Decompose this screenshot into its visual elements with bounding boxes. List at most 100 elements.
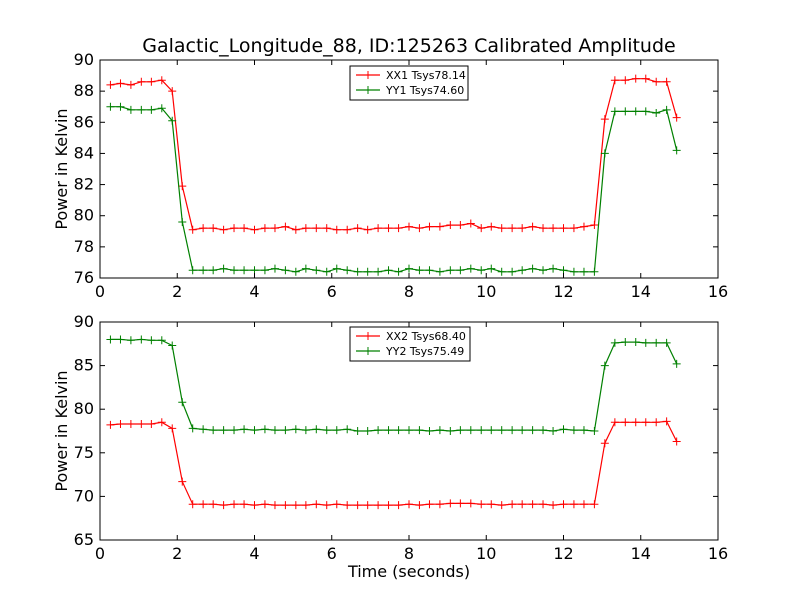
data-point	[343, 225, 352, 234]
data-point	[230, 426, 239, 435]
data-point	[157, 76, 166, 85]
data-point	[477, 224, 486, 233]
data-point	[446, 427, 455, 435]
data-point	[579, 222, 588, 231]
data-point	[631, 107, 640, 116]
data-point	[188, 500, 197, 509]
data-point	[219, 501, 228, 510]
data-point	[209, 266, 218, 275]
data-point	[363, 267, 372, 276]
data-point	[343, 266, 352, 275]
x-tick-label: 16	[708, 282, 728, 301]
y-tick-label: 86	[74, 112, 94, 131]
data-point	[435, 267, 444, 276]
data-point	[621, 107, 630, 116]
legend-marker	[364, 86, 372, 94]
data-point	[199, 266, 208, 275]
data-point	[508, 426, 517, 435]
data-point	[157, 104, 166, 113]
data-point	[652, 418, 661, 427]
chart-title: Galactic_Longitude_88, ID:125263 Calibra…	[142, 35, 675, 57]
data-point	[569, 224, 578, 233]
y-axis-label: Power in Kelvin	[52, 370, 71, 491]
y-tick-label: 90	[74, 312, 94, 331]
y-tick-label: 78	[74, 237, 94, 256]
data-point	[147, 105, 156, 114]
data-point	[332, 264, 341, 273]
data-point	[106, 335, 115, 344]
data-point	[487, 264, 496, 273]
x-tick-label: 6	[327, 282, 337, 301]
data-point	[312, 266, 321, 275]
data-point	[384, 426, 393, 435]
data-point	[662, 77, 671, 86]
data-point	[250, 266, 259, 275]
data-point	[230, 500, 239, 509]
data-point	[456, 426, 465, 435]
data-point	[487, 500, 496, 509]
data-point	[157, 336, 166, 345]
data-point	[466, 219, 475, 228]
data-point	[466, 499, 475, 508]
data-point	[415, 266, 424, 275]
data-point	[126, 105, 135, 114]
data-point	[291, 225, 300, 234]
data-point	[425, 266, 434, 275]
data-point	[539, 426, 548, 435]
data-point	[631, 74, 640, 83]
data-point	[199, 425, 208, 434]
data-point	[168, 341, 177, 350]
legend-marker	[364, 332, 372, 340]
data-point	[579, 500, 588, 509]
data-point	[405, 426, 413, 435]
data-point	[600, 439, 609, 448]
data-point	[652, 108, 661, 117]
data-point	[590, 500, 599, 509]
data-point	[518, 500, 527, 509]
data-point	[301, 501, 310, 510]
data-point	[116, 102, 125, 111]
data-point	[559, 425, 568, 434]
data-point	[487, 222, 496, 231]
data-point	[322, 501, 331, 510]
data-point	[209, 224, 218, 233]
data-point	[168, 116, 177, 125]
y-tick-label: 88	[74, 81, 94, 100]
data-point	[579, 267, 588, 276]
data-point	[662, 417, 671, 426]
data-point	[137, 105, 146, 114]
data-point	[559, 500, 568, 509]
x-tick-label: 10	[476, 282, 496, 301]
data-point	[497, 224, 506, 233]
data-point	[363, 225, 372, 234]
series-line-1	[110, 78, 678, 231]
data-point	[446, 266, 455, 275]
data-point	[188, 225, 197, 234]
x-tick-label: 4	[249, 544, 259, 563]
data-point	[240, 425, 249, 434]
y-tick-label: 65	[74, 530, 94, 549]
x-tick-label: 4	[249, 282, 259, 301]
data-point	[477, 500, 486, 509]
data-point	[672, 359, 681, 368]
data-point	[539, 266, 548, 275]
data-point	[569, 426, 578, 435]
data-point	[384, 501, 393, 510]
data-point	[178, 217, 187, 226]
data-point	[374, 224, 383, 233]
data-point	[281, 426, 290, 435]
data-point	[281, 222, 290, 231]
data-point	[456, 266, 465, 275]
data-point	[353, 224, 362, 233]
data-point	[301, 264, 310, 273]
data-point	[157, 418, 166, 427]
data-point	[652, 338, 661, 347]
data-point	[497, 426, 506, 435]
data-point	[466, 426, 475, 435]
legend-marker	[364, 347, 372, 355]
data-point	[332, 225, 341, 234]
data-point	[301, 426, 310, 435]
data-point	[590, 221, 599, 230]
data-point	[425, 427, 434, 435]
data-point	[518, 224, 527, 233]
